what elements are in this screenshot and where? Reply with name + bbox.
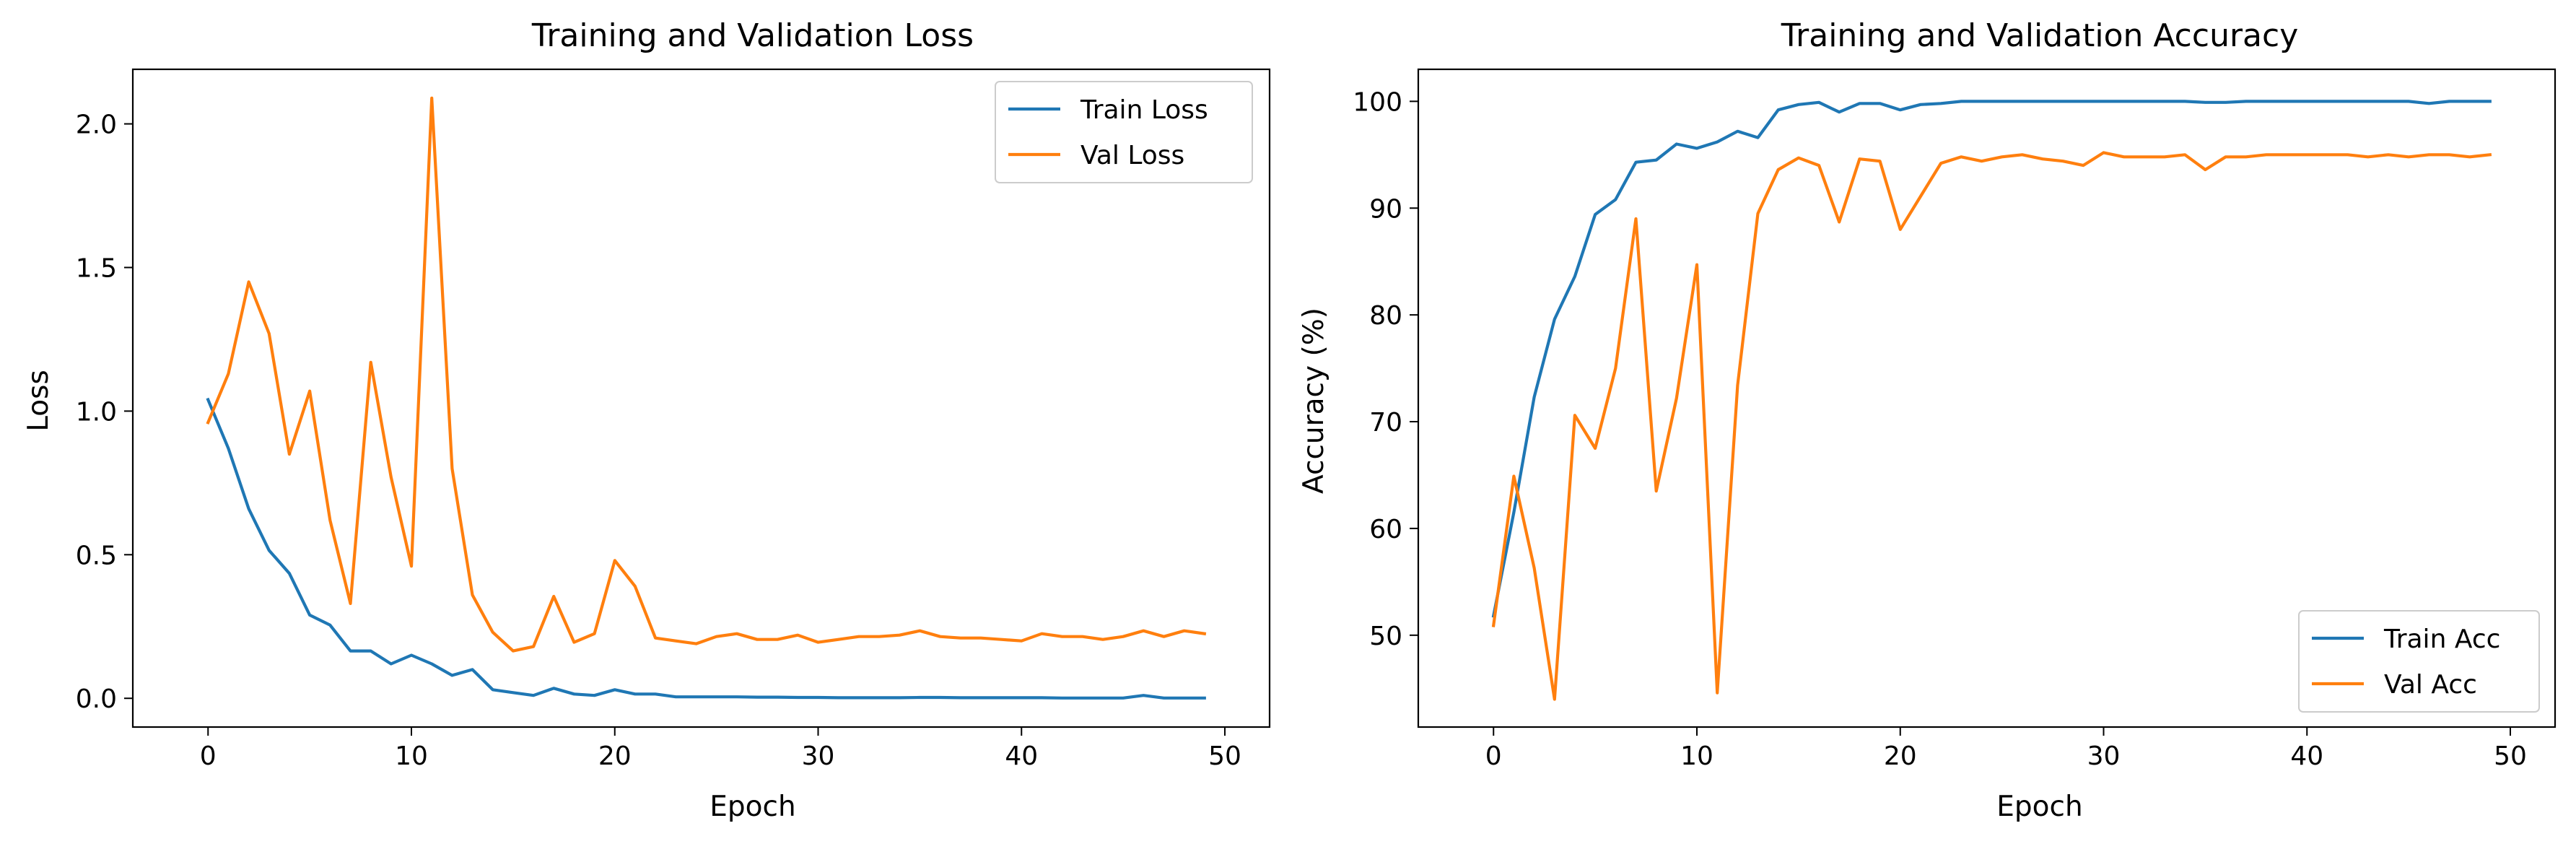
loss-x-tick-label: 30 [802,741,835,771]
loss-x-tick-label: 10 [395,741,428,771]
accuracy-y-tick-label: 80 [1369,301,1402,331]
accuracy-x-tick-label: 30 [2087,741,2121,771]
loss-y-tick-label: 1.0 [76,397,117,427]
accuracy-legend-box [2298,610,2540,713]
loss-y-tick-label: 0.0 [76,684,117,714]
accuracy-y-tick-label: 70 [1369,408,1402,438]
loss-plot-area: 0 10 20 30 40 50 0.0 0.5 1.0 1.5 2.0 Train Loss Val … [76,68,1271,771]
accuracy-y-tick-label: 90 [1369,194,1402,224]
accuracy-legend-label-1: Train Acc [2383,625,2500,654]
loss-chart-panel: Training and Validation Loss 0 10 20 30 40 50… [22,17,1271,823]
accuracy-x-tick-label: 40 [2290,741,2323,771]
accuracy-legend-label-2: Val Acc [2384,670,2477,700]
loss-x-tick-label: 40 [1005,741,1038,771]
loss-x-tick-label: 0 [200,741,217,771]
loss-x-tick-label: 50 [1208,741,1241,771]
accuracy-y-tick-label: 60 [1369,515,1402,544]
accuracy-chart-panel: Training and Validation Accuracy 0 10 20 30… [1298,17,2557,823]
accuracy-x-tick-label: 20 [1884,741,1917,771]
accuracy-series-line-1 [1491,100,2492,618]
loss-x-axis-label: Epoch [710,791,795,823]
loss-series-line-2 [206,96,1207,653]
loss-x-tick-label: 20 [598,741,632,771]
accuracy-y-axis-label: Accuracy (%) [1298,308,1330,494]
accuracy-y-tick-label: 100 [1353,87,1402,117]
accuracy-x-axis-label: Epoch [1996,791,2082,823]
accuracy-series-line-2 [1491,151,2492,701]
accuracy-axes-frame [1417,68,2557,728]
loss-y-axis-label: Loss [22,370,55,432]
loss-chart-title: Training and Validation Loss [531,17,974,54]
loss-y-tick-label: 0.5 [76,541,117,570]
loss-legend-label-1: Train Loss [1080,95,1208,125]
loss-axes-frame [131,68,1271,728]
loss-y-tick-label: 2.0 [76,110,117,140]
accuracy-x-tick-label: 50 [2494,741,2527,771]
loss-y-tick-label: 1.5 [76,253,117,283]
accuracy-x-tick-label: 10 [1680,741,1713,771]
loss-legend-box [995,81,1253,183]
loss-legend-label-2: Val Loss [1080,141,1184,170]
accuracy-chart-title: Training and Validation Accuracy [1781,17,2299,54]
accuracy-x-tick-label: 0 [1485,741,1502,771]
loss-series-line-1 [206,397,1206,700]
accuracy-plot-area: 0 10 20 30 40 50 50 60 70 80 90 100 Train Acc Val Acc [1353,68,2557,771]
accuracy-y-tick-label: 50 [1369,622,1402,651]
